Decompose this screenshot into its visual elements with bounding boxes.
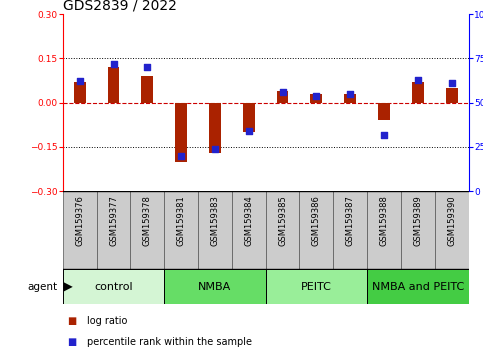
Point	[211, 146, 219, 152]
Point	[279, 89, 286, 95]
Point	[76, 79, 84, 84]
Bar	[97, 191, 130, 269]
Bar	[401, 191, 435, 269]
Point	[110, 61, 117, 67]
Text: control: control	[94, 282, 133, 292]
Point	[143, 64, 151, 70]
Bar	[367, 191, 401, 269]
Point	[346, 91, 354, 97]
Bar	[333, 191, 367, 269]
Bar	[130, 191, 164, 269]
Bar	[311, 94, 322, 103]
Text: PEITC: PEITC	[301, 282, 332, 292]
Text: GSM159387: GSM159387	[346, 195, 355, 246]
Point	[448, 80, 455, 86]
Text: GSM159377: GSM159377	[109, 195, 118, 246]
Text: GSM159378: GSM159378	[143, 195, 152, 246]
Bar	[266, 191, 299, 269]
Bar	[175, 103, 187, 162]
Bar	[435, 191, 469, 269]
Point	[177, 153, 185, 159]
Text: agent: agent	[28, 282, 58, 292]
Text: ■: ■	[68, 337, 77, 347]
Point	[414, 77, 422, 82]
Text: NMBA and PEITC: NMBA and PEITC	[372, 282, 464, 292]
Bar	[63, 269, 164, 304]
Text: GSM159383: GSM159383	[211, 195, 219, 246]
Bar	[198, 191, 232, 269]
Bar	[266, 269, 367, 304]
Text: NMBA: NMBA	[199, 282, 231, 292]
Text: GSM159390: GSM159390	[447, 195, 456, 246]
Text: GSM159386: GSM159386	[312, 195, 321, 246]
Text: GDS2839 / 2022: GDS2839 / 2022	[63, 0, 177, 13]
Text: GSM159376: GSM159376	[75, 195, 84, 246]
Bar	[277, 91, 288, 103]
Bar	[367, 269, 469, 304]
Bar	[232, 191, 266, 269]
Text: GSM159388: GSM159388	[380, 195, 388, 246]
Bar	[344, 94, 356, 103]
Bar	[209, 103, 221, 153]
Bar	[74, 82, 85, 103]
Text: GSM159381: GSM159381	[177, 195, 185, 246]
Text: GSM159384: GSM159384	[244, 195, 253, 246]
Text: GSM159385: GSM159385	[278, 195, 287, 246]
Bar	[142, 76, 153, 103]
Text: ▶: ▶	[60, 280, 73, 293]
Bar	[243, 103, 255, 132]
Bar	[299, 191, 333, 269]
Text: log ratio: log ratio	[87, 316, 128, 326]
Bar	[108, 67, 119, 103]
Bar	[412, 82, 424, 103]
Bar	[446, 88, 457, 103]
Bar	[164, 191, 198, 269]
Point	[380, 132, 388, 137]
Bar	[378, 103, 390, 120]
Bar	[63, 191, 97, 269]
Point	[245, 128, 253, 134]
Text: percentile rank within the sample: percentile rank within the sample	[87, 337, 252, 347]
Point	[313, 93, 320, 98]
Bar	[164, 269, 266, 304]
Text: GSM159389: GSM159389	[413, 195, 422, 246]
Text: ■: ■	[68, 316, 77, 326]
